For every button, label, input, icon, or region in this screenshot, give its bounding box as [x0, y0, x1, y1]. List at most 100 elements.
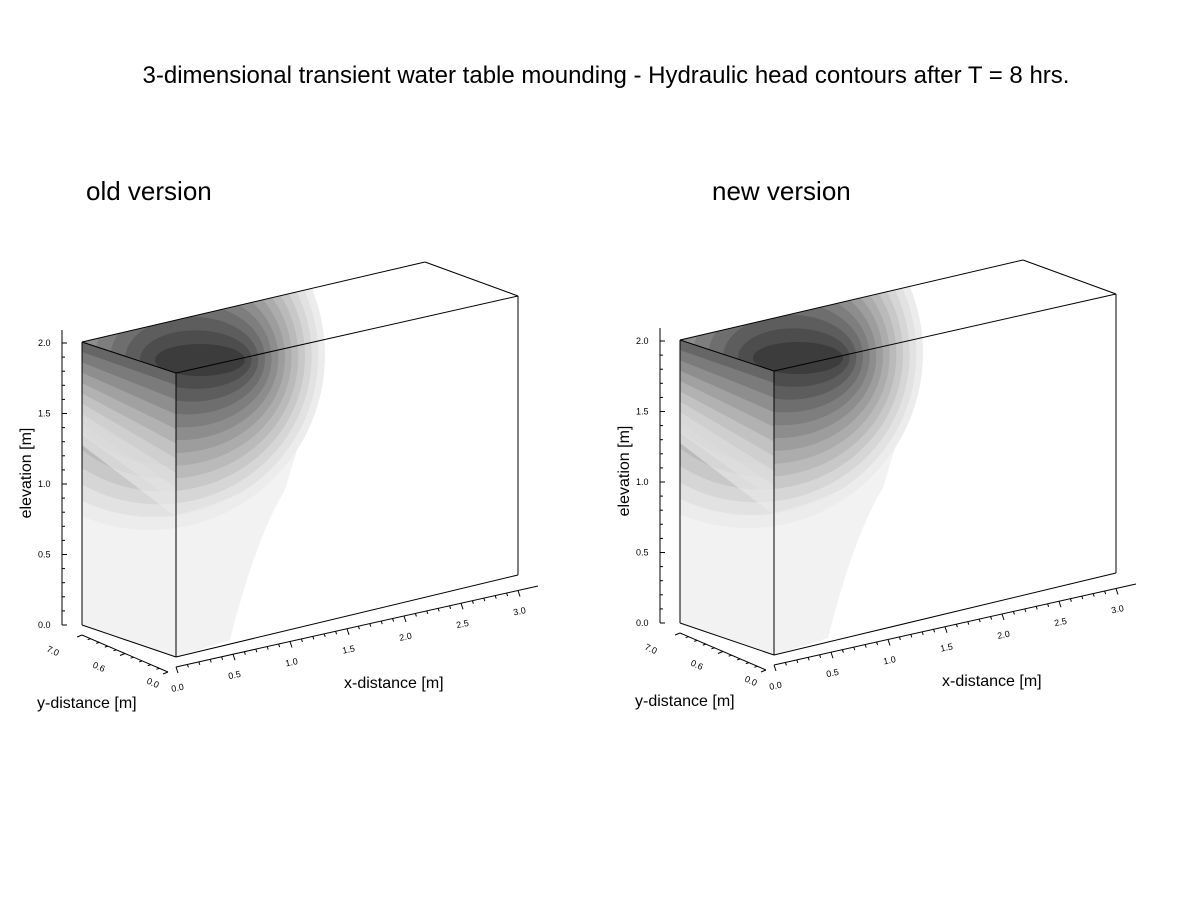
x-minor-tick: [1069, 598, 1072, 602]
x-tick-label: 0.5: [227, 669, 241, 681]
y-major-tick: [76, 634, 83, 638]
box-edge-bottom-left: [679, 622, 775, 656]
plot-old-version: 0.0 0.5 1.0 1.5 2.0 elevation [m] 0.0 0.5 1.0 1.5…: [18, 261, 539, 712]
y-minor-tick: [737, 658, 741, 661]
x-minor-tick: [841, 649, 844, 653]
y-major-tick: [119, 653, 126, 656]
z-tick-label: 1.5: [38, 409, 51, 419]
y-tick-label: 7.0: [45, 644, 61, 658]
x-tick-label: 1.5: [939, 641, 953, 653]
y-minor-tick: [694, 639, 698, 642]
z-tick-label: 1.0: [38, 479, 51, 489]
x-axis-line: [773, 583, 1137, 666]
x-minor-tick: [807, 657, 810, 661]
z-tick-label: 0.0: [636, 618, 649, 628]
x-minor-tick: [1024, 608, 1027, 613]
x-minor-tick: [898, 636, 901, 641]
box-edge-bottom-front: [175, 574, 519, 658]
x-minor-tick: [266, 646, 269, 650]
y-minor-tick: [754, 665, 758, 668]
x-major-tick: [175, 666, 179, 674]
x-major-tick: [232, 654, 236, 661]
y-axis-label: y-distance [m]: [37, 695, 137, 712]
x-minor-tick: [323, 633, 326, 638]
z-axis-label: elevation [m]: [616, 426, 633, 517]
x-major-tick: [517, 590, 521, 597]
y-minor-tick: [745, 662, 749, 665]
x-minor-tick: [933, 629, 936, 633]
x-major-tick: [460, 603, 464, 610]
x-major-tick: [289, 641, 293, 648]
x-minor-tick: [1047, 603, 1050, 607]
panel-title-old: old version: [86, 176, 212, 206]
x-minor-tick: [243, 651, 246, 655]
contour-band: [155, 344, 245, 376]
plume-tail: [176, 440, 300, 657]
z-tick-label: 2.0: [636, 336, 649, 346]
x-minor-tick: [978, 618, 981, 623]
box-edge-top-right: [1022, 259, 1117, 295]
x-minor-tick: [312, 636, 315, 640]
x-tick-label: 3.0: [1110, 603, 1124, 615]
x-minor-tick: [209, 659, 212, 663]
x-minor-tick: [221, 656, 224, 660]
x-major-tick: [773, 664, 777, 672]
x-tick-label: 2.0: [398, 631, 412, 643]
x-minor-tick: [853, 646, 856, 651]
z-axis-label: elevation [m]: [18, 428, 35, 519]
y-major-tick: [717, 651, 724, 654]
x-tick-label: 1.0: [882, 654, 896, 666]
x-minor-tick: [335, 631, 338, 635]
box-edge-top-left: [81, 341, 177, 374]
x-minor-tick: [186, 664, 189, 668]
x-minor-tick: [955, 624, 958, 628]
plot-new-version: 0.0 0.5 1.0 1.5 2.0 elevation [m] 0.0 0.5 1.0 1.5…: [616, 259, 1137, 710]
figure-title: 3-dimensional transient water table moun…: [142, 62, 1070, 89]
plume-tail: [774, 438, 898, 655]
x-major-tick: [403, 615, 407, 623]
x-tick-label: 2.5: [1053, 616, 1067, 628]
x-tick-label: 1.0: [284, 656, 298, 668]
y-minor-tick: [702, 643, 706, 646]
y-minor-tick: [113, 649, 117, 652]
x-tick-label: 0.5: [825, 667, 839, 679]
x-major-tick: [944, 626, 948, 633]
box-edge-bottom-front: [773, 572, 1117, 656]
box-edge-top-front: [773, 293, 1117, 372]
y-minor-tick: [728, 654, 732, 657]
x-minor-tick: [392, 618, 395, 622]
contour-band: [753, 342, 843, 374]
x-minor-tick: [437, 608, 440, 612]
y-minor-tick: [685, 636, 689, 639]
x-minor-tick: [1092, 593, 1095, 597]
x-axis-line: [175, 585, 539, 668]
y-major-tick: [674, 632, 681, 636]
y-minor-tick: [147, 664, 151, 667]
z-tick-label: 0.5: [636, 548, 649, 558]
z-tick-label: 1.0: [636, 477, 649, 487]
x-major-tick: [1001, 613, 1005, 621]
x-minor-tick: [278, 643, 281, 648]
y-axis-label: y-distance [m]: [635, 693, 735, 710]
x-major-tick: [1058, 601, 1062, 608]
box-edge-top-back: [81, 261, 426, 343]
z-tick-label: 2.0: [38, 338, 51, 348]
x-minor-tick: [1104, 590, 1107, 595]
y-tick-label: 7.0: [643, 642, 659, 656]
x-minor-tick: [369, 623, 372, 627]
x-axis-label: x-distance [m]: [344, 675, 444, 692]
y-tick-label: 0.0: [145, 676, 161, 690]
x-minor-tick: [1035, 606, 1038, 610]
y-minor-tick: [87, 638, 91, 641]
x-tick-label: 2.5: [455, 618, 469, 630]
box-edge-top-front: [175, 295, 519, 374]
x-minor-tick: [494, 595, 497, 599]
y-major-tick: [162, 671, 169, 675]
x-minor-tick: [910, 634, 913, 638]
box-edge-bottom-left: [81, 624, 177, 658]
x-minor-tick: [380, 620, 383, 625]
x-minor-tick: [198, 661, 201, 666]
x-major-tick: [346, 628, 350, 635]
side-contour-band: [680, 340, 774, 383]
